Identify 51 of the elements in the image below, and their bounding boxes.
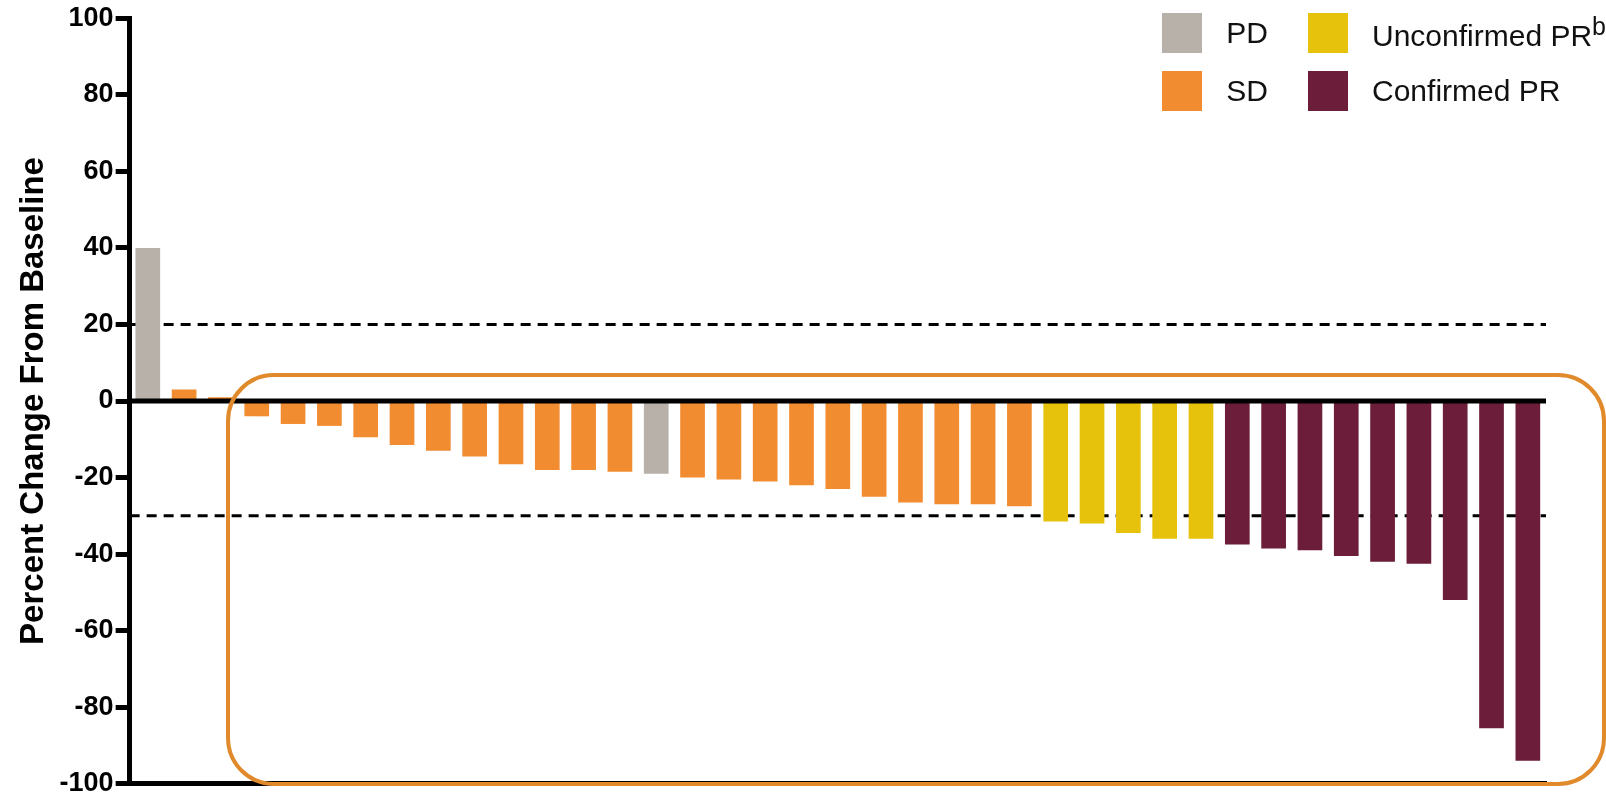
bar <box>425 401 451 451</box>
y-axis-title: Percent Change From Baseline <box>12 157 50 645</box>
bar <box>498 401 524 465</box>
bar <box>1188 401 1214 539</box>
bar <box>571 401 596 470</box>
bar <box>353 401 379 438</box>
y-tick-label: 100 <box>68 1 114 32</box>
bar <box>1370 401 1395 562</box>
y-tick-label: -20 <box>74 461 114 492</box>
bar <box>1406 401 1432 564</box>
bar <box>1116 401 1141 534</box>
bar <box>389 401 415 446</box>
bar <box>1079 401 1105 524</box>
y-tick-label: 20 <box>83 307 114 338</box>
bar <box>534 401 560 470</box>
bar <box>135 247 161 401</box>
bar <box>970 401 996 505</box>
bar <box>789 401 814 486</box>
bar <box>1479 401 1504 729</box>
bar <box>680 401 705 478</box>
y-tick-label: -60 <box>74 614 114 645</box>
y-tick-label: -80 <box>74 690 114 721</box>
y-tick-label: 0 <box>98 384 114 415</box>
bar <box>752 401 778 482</box>
bar <box>1297 401 1323 551</box>
bar <box>462 401 487 457</box>
bar <box>1043 401 1069 522</box>
bar <box>1007 401 1032 507</box>
legend-label: PD <box>1226 15 1269 50</box>
bar <box>643 401 669 474</box>
y-tick-label: 80 <box>83 78 114 109</box>
bar <box>317 401 342 426</box>
bar <box>1442 401 1468 601</box>
legend-label: Unconfirmed PR$^{b}$ <box>1372 12 1606 53</box>
legend-label: SD <box>1226 74 1269 108</box>
bar <box>898 401 923 503</box>
bar <box>861 401 887 497</box>
y-tick-label: -40 <box>74 537 114 568</box>
bar <box>825 401 851 490</box>
bar <box>1224 401 1250 545</box>
bar <box>607 401 633 472</box>
bar <box>1333 401 1359 557</box>
y-tick-label: -100 <box>59 767 114 798</box>
legend-label: Confirmed PR <box>1372 74 1561 108</box>
bar <box>934 401 960 505</box>
bar <box>1515 401 1541 761</box>
bar <box>1261 401 1286 549</box>
bar <box>1152 401 1178 539</box>
bar <box>716 401 742 480</box>
y-tick-label: 40 <box>83 231 114 262</box>
y-tick-label: 60 <box>83 154 114 185</box>
